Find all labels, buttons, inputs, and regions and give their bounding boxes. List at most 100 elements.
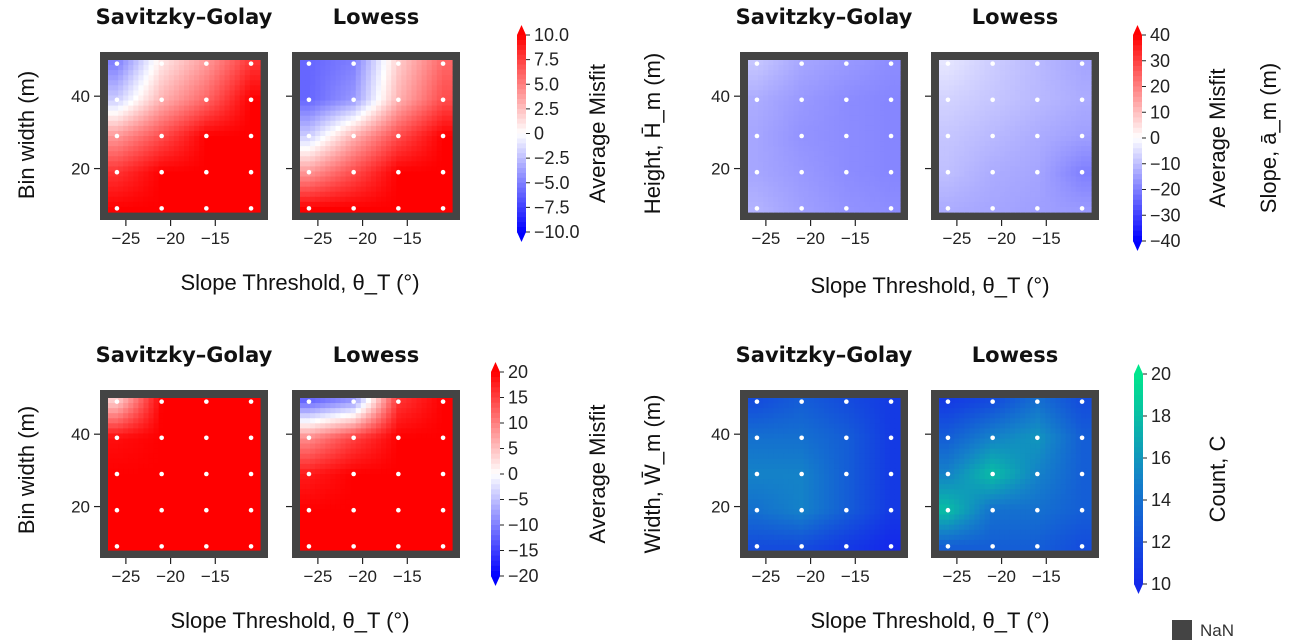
heatmap-cell — [441, 191, 448, 198]
heatmap-cell — [249, 80, 256, 86]
heatmap-cell — [889, 141, 896, 147]
heatmap-cell — [391, 206, 397, 213]
heatmap-cell — [254, 156, 261, 162]
heatmap-cell — [889, 156, 896, 162]
heatmap-cell — [406, 65, 413, 71]
heatmap-cell — [753, 201, 759, 208]
heatmap-cell — [939, 161, 945, 167]
heatmap-cell — [163, 70, 170, 76]
heatmap-cell — [335, 125, 342, 132]
heatmap-cell — [1020, 80, 1026, 86]
heatmap-cell — [148, 468, 155, 475]
heatmap-cell — [1065, 95, 1072, 102]
heatmap-cell — [199, 519, 205, 526]
heatmap-cell — [854, 70, 861, 76]
subplot-title: Lowess — [333, 5, 419, 29]
heatmap-cell — [108, 181, 114, 188]
heatmap-cell — [229, 544, 236, 551]
heatmap-cell — [834, 161, 840, 167]
heatmap-cell — [355, 90, 362, 97]
heatmap-cell — [138, 468, 145, 475]
heatmap-cell — [249, 484, 256, 490]
heatmap-cell — [803, 130, 810, 137]
heatmap-cell — [1020, 161, 1026, 167]
heatmap-cell — [158, 161, 165, 167]
heatmap-cell — [219, 509, 226, 516]
heatmap-cell — [199, 408, 205, 414]
heatmap-cell — [143, 499, 150, 505]
heatmap-cell — [123, 196, 129, 203]
heatmap-cell — [300, 95, 306, 102]
heatmap-cell — [325, 115, 331, 122]
heatmap-cell — [879, 80, 886, 86]
heatmap-cell — [944, 201, 950, 208]
heatmap-cell — [773, 151, 779, 157]
heatmap-cell — [214, 191, 221, 198]
heatmap-cell — [118, 448, 124, 455]
heatmap-cell — [178, 509, 185, 516]
heatmap-cell — [249, 166, 256, 173]
heatmap-cell — [401, 75, 407, 81]
heatmap-cell — [1035, 75, 1041, 81]
heatmap-cell — [406, 398, 413, 404]
heatmap-cell — [345, 181, 352, 188]
heatmap-cell — [214, 408, 221, 414]
heatmap-cell — [1075, 156, 1082, 162]
heatmap-cell — [979, 75, 986, 81]
heatmap-cell — [204, 176, 210, 183]
heatmap-cell — [839, 156, 845, 162]
heatmap-cell — [949, 146, 955, 152]
heatmap-cell — [184, 524, 190, 531]
heatmap-cell — [964, 95, 970, 102]
heatmap-cell — [396, 130, 402, 137]
heatmap-cell — [818, 146, 825, 152]
heatmap-cell — [123, 484, 129, 490]
heatmap-cell — [974, 151, 981, 157]
heatmap-cell — [984, 141, 991, 147]
heatmap-cell — [214, 151, 221, 157]
heatmap-cell — [758, 120, 764, 127]
heatmap-cell — [148, 529, 155, 536]
heatmap-cell — [370, 408, 377, 414]
heatmap-cell — [244, 80, 251, 86]
heatmap-cell — [113, 171, 119, 178]
heatmap-cell — [138, 171, 145, 178]
heatmap-cell — [854, 191, 861, 198]
heatmap-cell — [396, 125, 402, 132]
heatmap-cell — [1004, 70, 1011, 76]
x-tick-label: −15 — [201, 567, 230, 586]
heatmap-cell — [391, 191, 397, 198]
heatmap-cell — [894, 90, 901, 97]
heatmap-cell — [365, 95, 372, 102]
heatmap-cell — [184, 544, 190, 551]
heatmap-cell — [969, 110, 976, 117]
heatmap-cell — [254, 418, 261, 424]
heatmap-cell — [355, 176, 362, 183]
heatmap-cell — [969, 85, 976, 91]
heatmap-cell — [254, 171, 261, 178]
heatmap-cell — [310, 60, 316, 66]
heatmap-cell — [224, 186, 231, 193]
heatmap-cell — [768, 161, 774, 167]
heatmap-cell — [370, 80, 377, 86]
heatmap-cell — [994, 201, 1001, 208]
heatmap-cell — [153, 539, 160, 546]
heatmap-cell — [1050, 176, 1057, 183]
heatmap-cell — [128, 474, 134, 480]
heatmap-cell — [219, 484, 226, 490]
heatmap-cell — [758, 156, 764, 162]
heatmap-cell — [300, 201, 306, 208]
heatmap-cell — [894, 130, 901, 137]
heatmap-cell — [864, 85, 871, 91]
heatmap-cell — [249, 186, 256, 193]
heatmap-cell — [421, 141, 428, 147]
heatmap-cell — [778, 196, 785, 203]
heatmap-cell — [224, 524, 231, 531]
heatmap-cell — [108, 196, 114, 203]
heatmap-cell — [239, 443, 246, 450]
heatmap-cell — [254, 181, 261, 188]
heatmap-cell — [401, 70, 407, 76]
heatmap-cell — [859, 146, 866, 152]
heatmap-cell — [360, 403, 367, 409]
heatmap-cell — [999, 176, 1006, 183]
